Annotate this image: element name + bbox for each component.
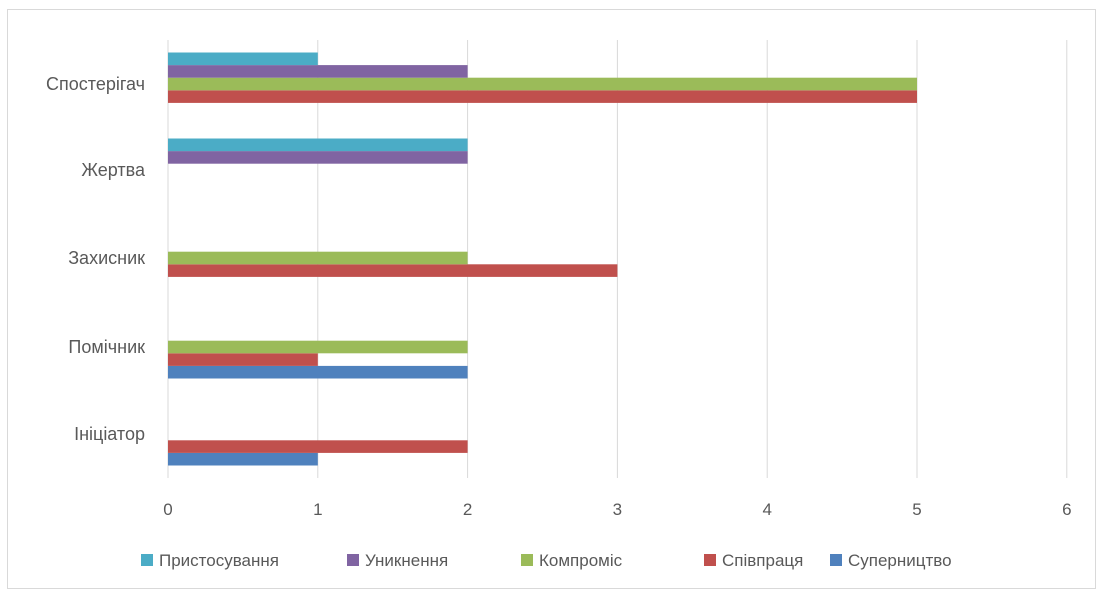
legend-label: Співпраця (722, 551, 803, 570)
legend-label: Компроміс (539, 551, 623, 570)
legend-item: Пристосування (141, 551, 279, 570)
category-label: Спостерігач (46, 74, 145, 94)
category-label: Помічник (68, 337, 145, 357)
bar-співпраця-4 (168, 90, 917, 103)
legend-item: Співпраця (704, 551, 803, 570)
legend-item: Уникнення (347, 551, 448, 570)
legend-item: Компроміс (521, 551, 623, 570)
legend-swatch (521, 554, 533, 566)
bar-компроміс-2 (168, 251, 468, 265)
chart-frame (7, 9, 1096, 589)
legend-label: Суперництво (848, 551, 952, 570)
x-tick-label: 5 (912, 500, 921, 519)
bar-співпраця-0 (168, 440, 468, 453)
gridlines (167, 40, 1068, 478)
bar-суперництво-1 (168, 365, 468, 379)
bar-пристосування-3 (168, 138, 468, 152)
legend-swatch (347, 554, 359, 566)
category-label: Жертва (81, 160, 146, 180)
legend-label: Уникнення (365, 551, 448, 570)
bar-уникнення-4 (168, 65, 468, 78)
bars (168, 52, 917, 466)
bar-суперництво-0 (168, 452, 318, 466)
bar-співпраця-2 (168, 264, 618, 277)
bar-компроміс-1 (168, 340, 468, 354)
bar-пристосування-4 (168, 52, 318, 66)
legend-swatch (830, 554, 842, 566)
category-labels: Ініціатор Помічник Захисник Жертва Спостеріг… (46, 74, 146, 444)
x-tick-label: 1 (313, 500, 322, 519)
legend: Пристосування Уникнення Компроміс Співпраця… (141, 551, 952, 570)
legend-swatch (704, 554, 716, 566)
category-label: Ініціатор (74, 424, 145, 444)
x-tick-label: 4 (762, 500, 771, 519)
x-tick-labels: 0 1 2 3 4 5 6 (163, 500, 1071, 519)
x-tick-label: 6 (1062, 500, 1071, 519)
x-tick-label: 3 (613, 500, 622, 519)
x-tick-label: 2 (463, 500, 472, 519)
legend-label: Пристосування (159, 551, 279, 570)
bar-уникнення-3 (168, 151, 468, 164)
legend-swatch (141, 554, 153, 566)
category-label: Захисник (68, 248, 145, 268)
x-tick-label: 0 (163, 500, 172, 519)
bar-компроміс-4 (168, 77, 917, 91)
legend-item: Суперництво (830, 551, 952, 570)
bar-співпраця-1 (168, 353, 318, 366)
